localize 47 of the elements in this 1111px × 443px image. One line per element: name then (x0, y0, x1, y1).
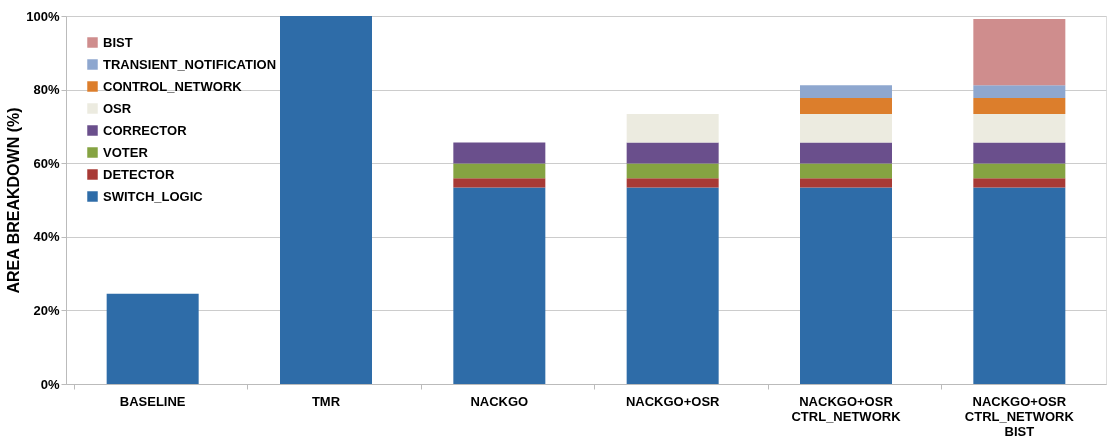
bar (973, 187, 1066, 384)
legend-label: TRANSIENT_NOTIFICATION (103, 56, 277, 72)
legend-label: SWITCH_LOGIC (103, 188, 204, 204)
y-tick-label: 40% (33, 229, 60, 245)
bar (280, 16, 372, 384)
bar (626, 187, 719, 384)
bar (453, 163, 546, 179)
bar (453, 178, 546, 188)
x-tick-label: NACKGO (470, 393, 529, 409)
bar (800, 178, 892, 188)
bar (973, 163, 1066, 179)
bar (973, 113, 1066, 143)
x-tick-label: NACKGO+OSR CTRL_NETWORK (791, 393, 902, 424)
bar (800, 163, 892, 179)
legend-label: CORRECTOR (103, 122, 188, 138)
legend-label: VOTER (103, 144, 149, 160)
y-tick-label: 100% (26, 8, 60, 24)
legend-label: DETECTOR (103, 166, 175, 182)
y-tick-label: 80% (33, 82, 60, 98)
y-tick-label: 60% (33, 155, 60, 171)
y-tick-label: 0% (40, 376, 60, 392)
legend-label: CONTROL_NETWORK (103, 78, 243, 94)
legend-label: OSR (103, 100, 132, 116)
bar (973, 178, 1066, 188)
x-tick-label: NACKGO+OSR (625, 393, 721, 409)
bar (973, 18, 1066, 86)
bar (626, 113, 719, 143)
bar (800, 98, 892, 114)
bar (973, 142, 1066, 164)
bar (453, 187, 546, 384)
bar (626, 142, 719, 164)
bar (800, 187, 892, 384)
x-tick-label: TMR (311, 393, 341, 409)
y-axis-title: AREA BREAKDOWN (%) (5, 107, 23, 294)
bar (800, 142, 892, 164)
x-tick-label: BASELINE (119, 393, 186, 409)
y-tick-label: 20% (33, 302, 60, 318)
x-tick-label: NACKGO+OSR CTRL_NETWORK BIST (964, 393, 1075, 439)
bar (106, 293, 199, 384)
legend-label: BIST (103, 34, 133, 50)
bar (973, 98, 1066, 114)
bar (973, 85, 1066, 99)
bar (800, 113, 892, 143)
bar (453, 142, 546, 164)
bar (626, 178, 719, 188)
bar (626, 163, 719, 179)
bar (800, 85, 892, 99)
